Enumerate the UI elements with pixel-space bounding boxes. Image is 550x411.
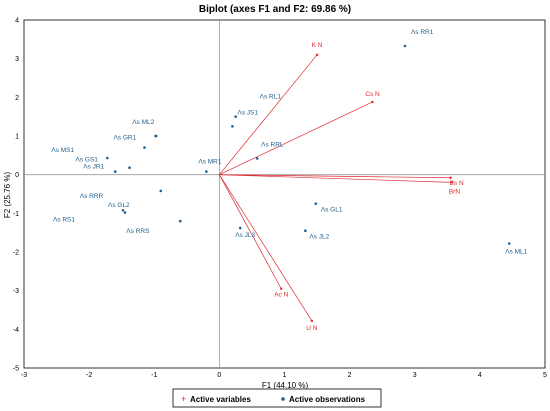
observation-point xyxy=(154,134,157,138)
observation-point xyxy=(314,202,318,205)
variable-vector xyxy=(219,174,313,322)
plot-area: -3 -2 -1 0 1 2 3 4 5 -5 -4 -3 -2 -1 0 1 2 3 4 K N Cs N Bs NBr… xyxy=(13,18,547,380)
x-axis-label: F1 (44.10 %) xyxy=(262,381,309,390)
legend-variables-marker: + xyxy=(181,394,186,404)
observation-label: Λs JL3 xyxy=(235,232,255,239)
y-tick-label: 0 xyxy=(15,172,19,179)
variable-label: Cs N xyxy=(365,91,380,98)
observation-point xyxy=(106,156,109,160)
variable-point xyxy=(450,181,454,184)
variable-label: BrN xyxy=(449,188,461,195)
plot-frame xyxy=(23,19,546,369)
legend: + Active variables Active observations xyxy=(172,388,382,408)
observation-point xyxy=(231,125,234,128)
y-tick-label: 4 xyxy=(15,18,19,25)
variable-point xyxy=(315,53,319,56)
observation-label: Λs MR1 xyxy=(198,159,222,166)
observation-point xyxy=(234,115,237,118)
y-tick-label: 1 xyxy=(15,134,19,141)
observation-point xyxy=(113,170,117,173)
y-tick-label: -3 xyxy=(13,288,19,295)
legend-box xyxy=(172,388,382,408)
legend-observations-label: Active observations xyxy=(289,395,366,404)
y-tick-label: -2 xyxy=(13,250,19,257)
variable-label: Ac N xyxy=(274,292,288,299)
observation-point xyxy=(507,242,511,245)
observation-label: Λs GL2 xyxy=(108,202,130,209)
x-tick-label: -2 xyxy=(86,372,92,379)
variable-label: U N xyxy=(306,325,318,332)
observation-point xyxy=(159,189,163,193)
observation-label: Λs RRL xyxy=(261,141,284,148)
observation-point xyxy=(121,208,125,212)
observation-label: Λs RL1 xyxy=(260,94,282,101)
observation-point xyxy=(255,157,259,160)
observation-label: Λs RRS xyxy=(126,228,150,235)
observation-label: Λs RR1 xyxy=(411,29,434,36)
y-tick-label: 3 xyxy=(15,56,19,63)
observation-label: Λs JS1 xyxy=(237,109,258,116)
observation-label: Λs ML2 xyxy=(132,119,154,126)
variable-vector xyxy=(219,101,373,175)
variable-point xyxy=(371,100,374,104)
observation-point xyxy=(238,226,242,230)
variable-vector xyxy=(219,174,452,183)
x-tick-label: -3 xyxy=(21,372,27,379)
x-tick-label: 1 xyxy=(283,372,287,379)
observation-label: Λs GL1 xyxy=(321,207,343,214)
variable-label: Bs N xyxy=(450,180,464,187)
y-tick-label: -4 xyxy=(13,327,19,334)
variable-point xyxy=(280,287,283,290)
variable-vector xyxy=(219,174,451,179)
x-tick-label: 4 xyxy=(478,372,482,379)
x-tick-label: 2 xyxy=(348,372,352,379)
legend-variables-label: Active variables xyxy=(190,395,251,404)
observation-point xyxy=(205,170,208,173)
observation-label: Λs JR1 xyxy=(83,164,104,171)
variable-vector xyxy=(219,174,282,289)
observation-label: Λs RS1 xyxy=(53,217,75,224)
observation-point xyxy=(128,166,131,170)
y-axis-label: F2 (25.76 %) xyxy=(3,172,12,219)
observation-label: Λs GR1 xyxy=(113,135,136,142)
variable-point xyxy=(449,176,452,179)
observation-label: Λs JL2 xyxy=(309,234,329,241)
x-tick-label: -1 xyxy=(151,372,157,379)
observation-label: Λs ML1 xyxy=(505,248,527,255)
observation-point xyxy=(123,211,127,214)
x-tick-label: 0 xyxy=(217,372,221,379)
observation-label: Λs MS1 xyxy=(51,147,74,154)
observation-label: Λs GS1 xyxy=(76,157,99,164)
observation-point xyxy=(403,44,407,48)
x-tick-label: 3 xyxy=(413,372,417,379)
variable-label: K N xyxy=(312,42,323,49)
y-tick-label: 2 xyxy=(15,95,19,102)
legend-observations-marker xyxy=(281,397,285,401)
variable-point xyxy=(310,319,314,323)
observation-point xyxy=(143,146,146,149)
chart-title: Biplot (axes F1 and F2: 69.86 %) xyxy=(199,4,351,15)
x-tick-label: 5 xyxy=(543,372,547,379)
variable-vector xyxy=(219,54,318,175)
y-tick-label: -1 xyxy=(13,211,19,218)
observation-point xyxy=(304,229,307,233)
observation-label: Λs RRR xyxy=(80,193,104,200)
y-tick-label: -5 xyxy=(13,366,19,373)
observation-point xyxy=(179,219,182,223)
